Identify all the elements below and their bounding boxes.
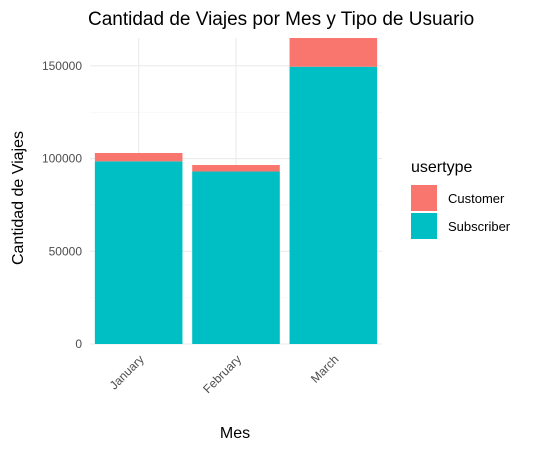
y-axis-ticks: 0 50000 100000 150000 — [42, 59, 82, 351]
bar-customer-january — [94, 152, 183, 162]
legend-swatch-customer — [411, 185, 437, 211]
bar-customer-march — [289, 38, 378, 67]
legend-entries: Customer Subscriber — [411, 185, 511, 239]
bar-subscriber-march — [289, 66, 378, 344]
bar-subscriber-february — [192, 171, 280, 344]
legend-label-subscriber: Subscriber — [448, 219, 511, 234]
chart-title: Cantidad de Viajes por Mes y Tipo de Usu… — [88, 9, 474, 30]
bar-customer-february — [192, 165, 280, 172]
x-tick-label: March — [308, 352, 341, 385]
x-axis-title: Mes — [220, 425, 250, 442]
bar-subscriber-january — [94, 161, 183, 344]
legend-swatch-subscriber — [411, 213, 437, 239]
y-tick-label: 0 — [75, 337, 82, 351]
y-tick-label: 50000 — [49, 244, 83, 258]
x-tick-label: February — [200, 352, 244, 396]
bars — [94, 38, 378, 344]
x-axis-ticks: January February March — [107, 352, 342, 396]
y-tick-label: 150000 — [42, 59, 82, 73]
y-tick-label: 100000 — [42, 152, 82, 166]
legend-title: usertype — [411, 159, 472, 176]
legend-label-customer: Customer — [448, 191, 505, 206]
x-tick-label: January — [107, 352, 147, 392]
y-axis-title: Cantidad de Viajes — [10, 131, 27, 265]
legend: usertype Customer Subscriber — [411, 159, 511, 239]
